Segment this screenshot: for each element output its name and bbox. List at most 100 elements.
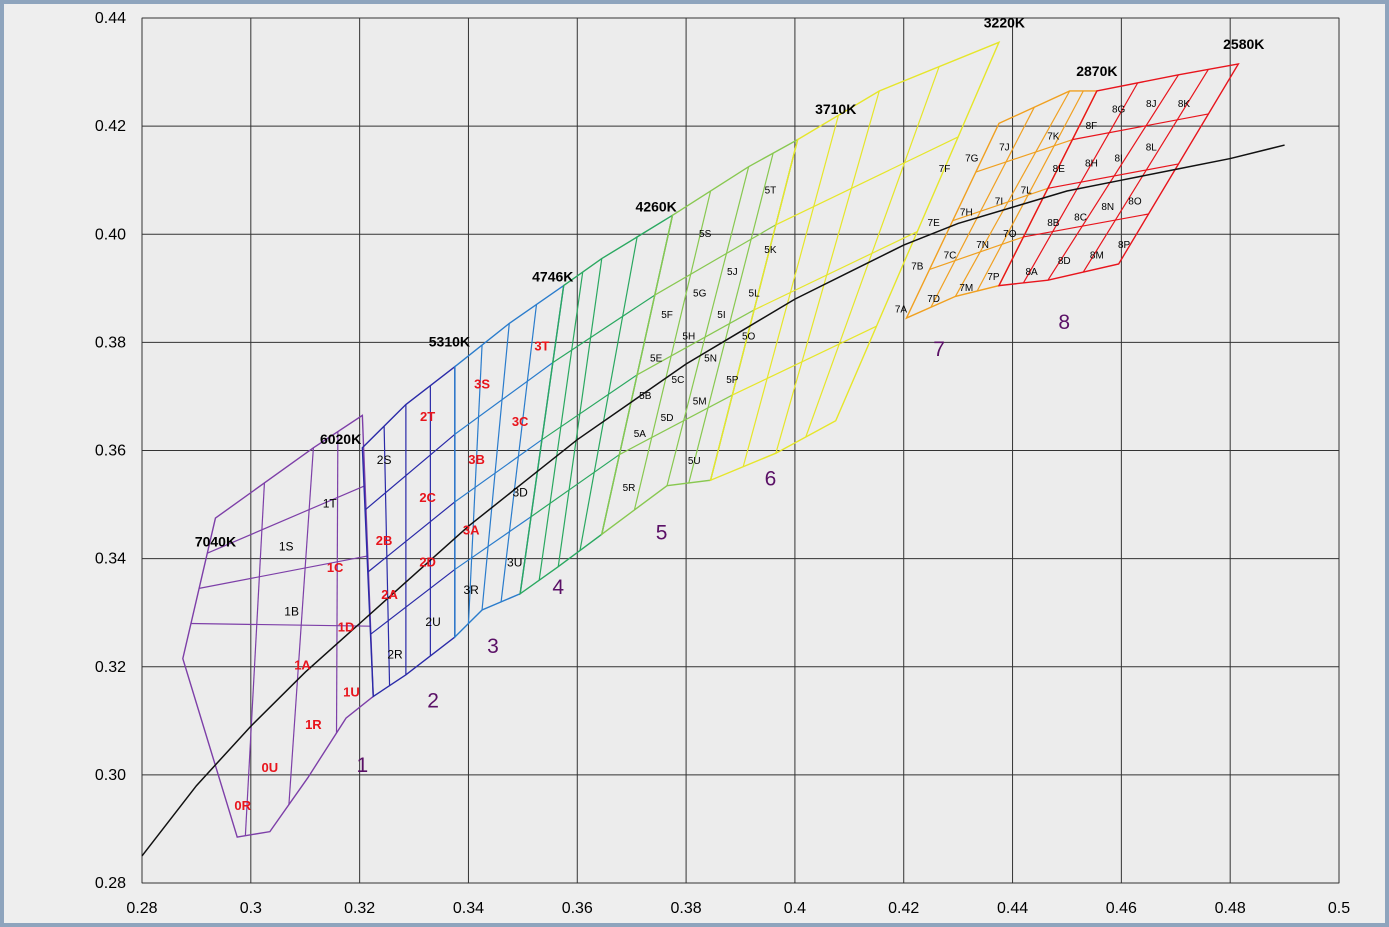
y-tick-label: 0.30 [95, 767, 126, 784]
bin-label: 7D [927, 294, 940, 305]
bin-label: 7I [995, 197, 1003, 208]
bin-label: 5F [661, 310, 673, 321]
bin-label: 2D [419, 555, 436, 570]
region-8 [997, 62, 1240, 287]
region-mesh-line [930, 106, 1035, 308]
region-mesh-line [364, 433, 456, 511]
bin-label: 8O [1128, 197, 1142, 208]
y-tick-label: 0.42 [95, 118, 126, 135]
x-tick-label: 0.28 [126, 900, 157, 917]
bin-label: 1U [343, 684, 360, 699]
region-mesh-line [666, 166, 750, 486]
bin-label: 2C [419, 490, 436, 505]
bin-label: 7O [1003, 229, 1017, 240]
bin-label: 7E [928, 218, 941, 229]
region-mesh-line [619, 394, 733, 456]
bin-label: 3S [474, 376, 490, 391]
bin-label: 8M [1090, 251, 1104, 262]
y-tick-label: 0.34 [95, 551, 126, 568]
bin-label: 1C [327, 560, 344, 575]
region-mesh-line [207, 485, 366, 554]
planckian-locus-line [141, 144, 1285, 857]
planckian-locus [141, 144, 1285, 857]
bin-regions [182, 41, 1240, 838]
bin-label: 5L [749, 288, 761, 299]
region-mesh-line [467, 345, 483, 624]
region-mesh-line [500, 304, 538, 602]
bin-label: 1R [305, 717, 322, 732]
bin-label: 5N [704, 353, 717, 364]
bin-label: 8G [1112, 105, 1126, 116]
x-tick-label: 0.3 [240, 900, 262, 917]
bin-label: 5O [742, 332, 756, 343]
region-mesh-line [975, 139, 1073, 173]
bin-label: 8J [1146, 99, 1157, 110]
bin-label: 5D [661, 413, 674, 424]
y-tick-label: 0.44 [95, 10, 126, 27]
region-mesh-line [244, 482, 266, 836]
bin-label: 3D [512, 485, 528, 499]
region-mesh-line [1047, 74, 1179, 281]
cct-label: 3220K [984, 15, 1025, 31]
bin-label: 5I [717, 310, 725, 321]
bin-label: 7H [960, 207, 973, 218]
region-mesh-line [636, 309, 755, 376]
region-mesh-line [805, 66, 940, 438]
region-mesh-line [753, 231, 918, 311]
bin-label: 8L [1146, 142, 1158, 153]
region-mesh-line [190, 622, 371, 627]
bin-label: 7P [987, 272, 1000, 283]
bin-label: 2U [425, 615, 440, 629]
cct-label: 2580K [1223, 36, 1264, 52]
x-tick-label: 0.48 [1215, 900, 1246, 917]
bin-label: 7G [965, 153, 979, 164]
bin-label: 7M [959, 283, 973, 294]
cct-label: 3710K [815, 101, 856, 117]
bin-label: 7J [999, 142, 1010, 153]
x-tick-label: 0.4 [784, 900, 806, 917]
region-mesh-line [370, 568, 456, 635]
bin-label: 8D [1058, 256, 1071, 267]
region-number-label: 7 [933, 338, 945, 361]
bin-label: 8A [1025, 267, 1038, 278]
x-tick-label: 0.32 [344, 900, 375, 917]
y-tick-label: 0.36 [95, 443, 126, 460]
bin-label: 5S [699, 229, 712, 240]
y-tick-label: 0.40 [95, 226, 126, 243]
bin-label: 7N [976, 240, 989, 251]
cct-label: 7040K [195, 534, 236, 550]
region-mesh-line [454, 439, 543, 503]
region-number-label: 1 [357, 754, 369, 777]
bin-label: 5H [682, 332, 695, 343]
bin-label: 1S [279, 540, 294, 554]
bin-label: 3C [512, 414, 529, 429]
region-mesh-line [775, 136, 959, 226]
bin-label: 7L [1021, 186, 1033, 197]
x-tick-label: 0.38 [671, 900, 702, 917]
bin-label: 5M [693, 397, 707, 408]
region-mesh-line [481, 323, 510, 611]
bin-label: 5P [726, 375, 739, 386]
bin-label: 8H [1085, 159, 1098, 170]
region-number-label: 6 [765, 468, 777, 491]
bin-label: 2S [377, 453, 392, 467]
bin-label: 5R [623, 483, 636, 494]
cct-label: 4746K [532, 269, 573, 285]
region-mesh-line [579, 236, 638, 551]
x-tick-label: 0.36 [562, 900, 593, 917]
region-mesh-line [335, 431, 339, 733]
region-mesh-line [1047, 163, 1179, 189]
region-mesh-line [552, 294, 656, 364]
bin-label: 3B [468, 452, 485, 467]
y-tick-label: 0.32 [95, 659, 126, 676]
region-number-label: 4 [552, 576, 564, 599]
bin-label: 0R [234, 798, 251, 813]
region-mesh-line [1022, 82, 1139, 284]
region-number-label: 2 [427, 689, 439, 712]
cct-label: 5310K [429, 333, 470, 349]
x-tick-label: 0.42 [888, 900, 919, 917]
region-1 [182, 414, 374, 838]
x-tick-label: 0.5 [1328, 900, 1350, 917]
cct-label: 6020K [320, 431, 361, 447]
y-tick-label: 0.28 [95, 875, 126, 892]
